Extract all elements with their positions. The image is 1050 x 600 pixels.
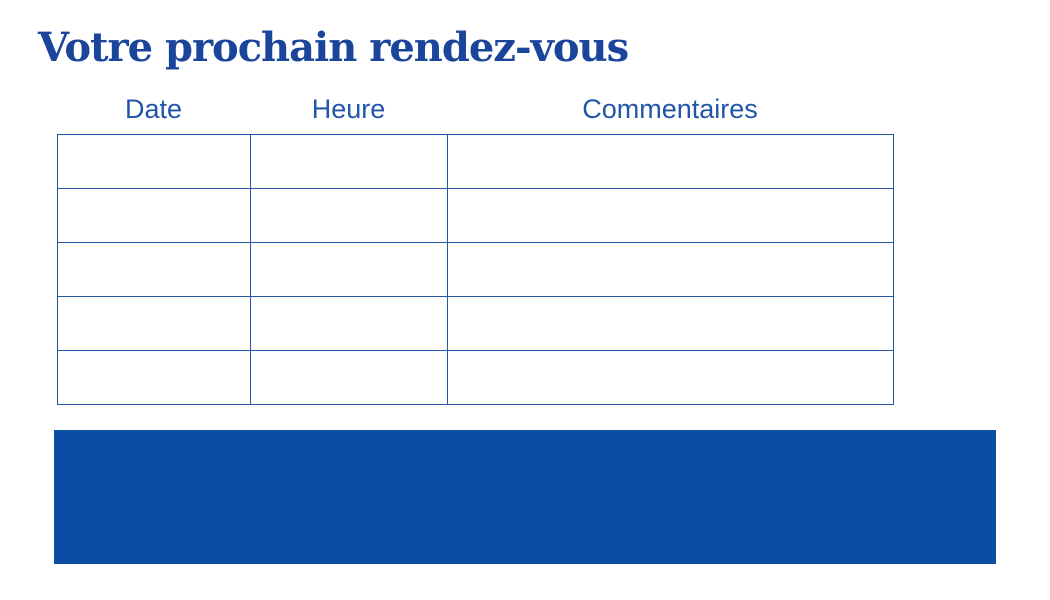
table-cell — [447, 242, 894, 297]
table-cell — [57, 242, 251, 297]
table-cell — [447, 350, 894, 405]
table-cell — [447, 296, 894, 351]
table-row — [57, 296, 894, 351]
table-cell — [447, 134, 894, 189]
table-cell — [57, 134, 251, 189]
table-header-row: Date Heure Commentaires — [57, 94, 893, 124]
table-row — [57, 134, 894, 189]
table-cell — [250, 350, 448, 405]
table-cell — [57, 296, 251, 351]
column-header-date: Date — [124, 94, 183, 124]
column-header-heure: Heure — [311, 94, 386, 124]
table-cell — [57, 188, 251, 243]
table-cell — [250, 296, 448, 351]
table-cell — [250, 134, 448, 189]
appointments-table-body — [57, 134, 894, 405]
table-cell — [57, 350, 251, 405]
table-row — [57, 350, 894, 405]
table-row — [57, 242, 894, 297]
footer-block — [54, 430, 996, 564]
table-row — [57, 188, 894, 243]
column-header-commentaires: Commentaires — [582, 94, 758, 124]
table-cell — [250, 188, 448, 243]
page-title: Votre prochain rendez-vous — [38, 24, 629, 71]
table-cell — [250, 242, 448, 297]
appointments-table — [57, 134, 894, 405]
table-cell — [447, 188, 894, 243]
